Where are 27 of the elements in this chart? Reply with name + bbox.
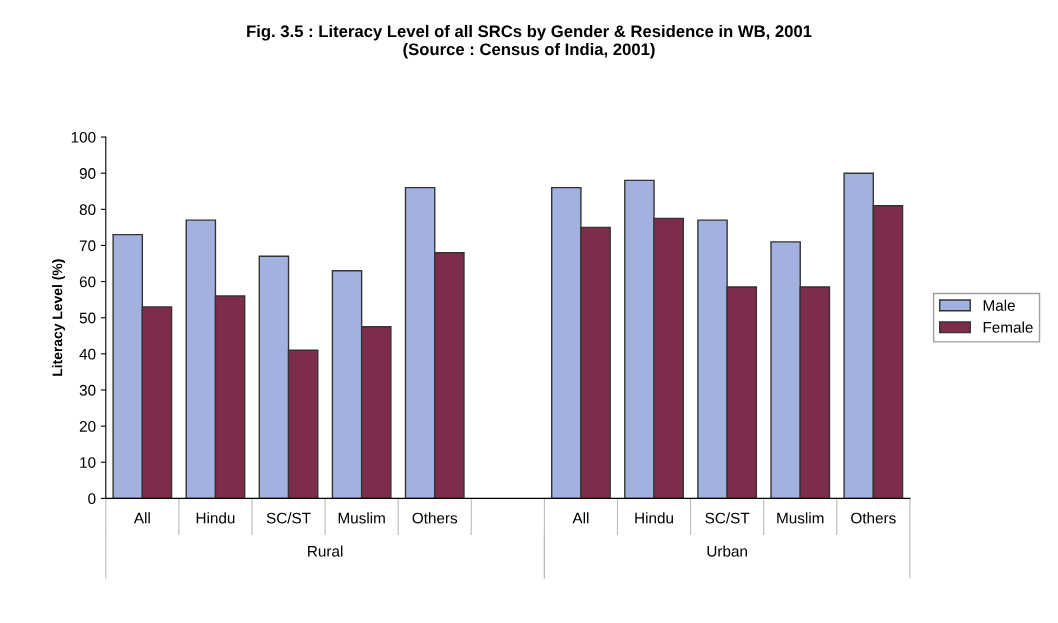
x-tick-label: All [572,512,589,524]
x-tick-label: Others [851,512,896,524]
x-tick-label: All [133,512,150,524]
y-tick-label: 100 [71,131,96,143]
y-tick-label: 90 [79,168,96,179]
x-tick-label: Muslim [338,512,385,524]
y-tick-label: 50 [79,312,96,324]
chart-title: Fig. 3.5 : Literacy Level of all SRCs by Gender & Residence in WB, 2001 (Source : Census of India, 2001) [247,24,812,59]
legend-label: Female [983,321,1033,333]
y-tick-label: 0 [88,493,96,505]
x-tick-label: SC/ST [266,512,311,524]
text: Urban [707,545,747,557]
y-tick-label: 80 [79,204,96,216]
x-tick-label: Hindu [196,512,235,524]
x-tick-label: Muslim [777,512,824,524]
x-tick-label: Others [412,512,458,524]
legend-label: Male [983,299,1015,311]
y-tick-label: 60 [79,276,96,288]
y-tick-label: 40 [79,348,96,360]
y-tick-label: 10 [80,457,96,468]
x-tick-label: SC/ST [705,512,750,524]
text: Rural [308,545,343,557]
y-axis-title: Literacy Level (%) [52,259,66,376]
x-tick-label: Hindu [635,512,673,524]
y-tick-label: 70 [79,240,96,252]
y-tick-label: 20 [79,421,96,432]
y-tick-label: 30 [79,384,96,396]
